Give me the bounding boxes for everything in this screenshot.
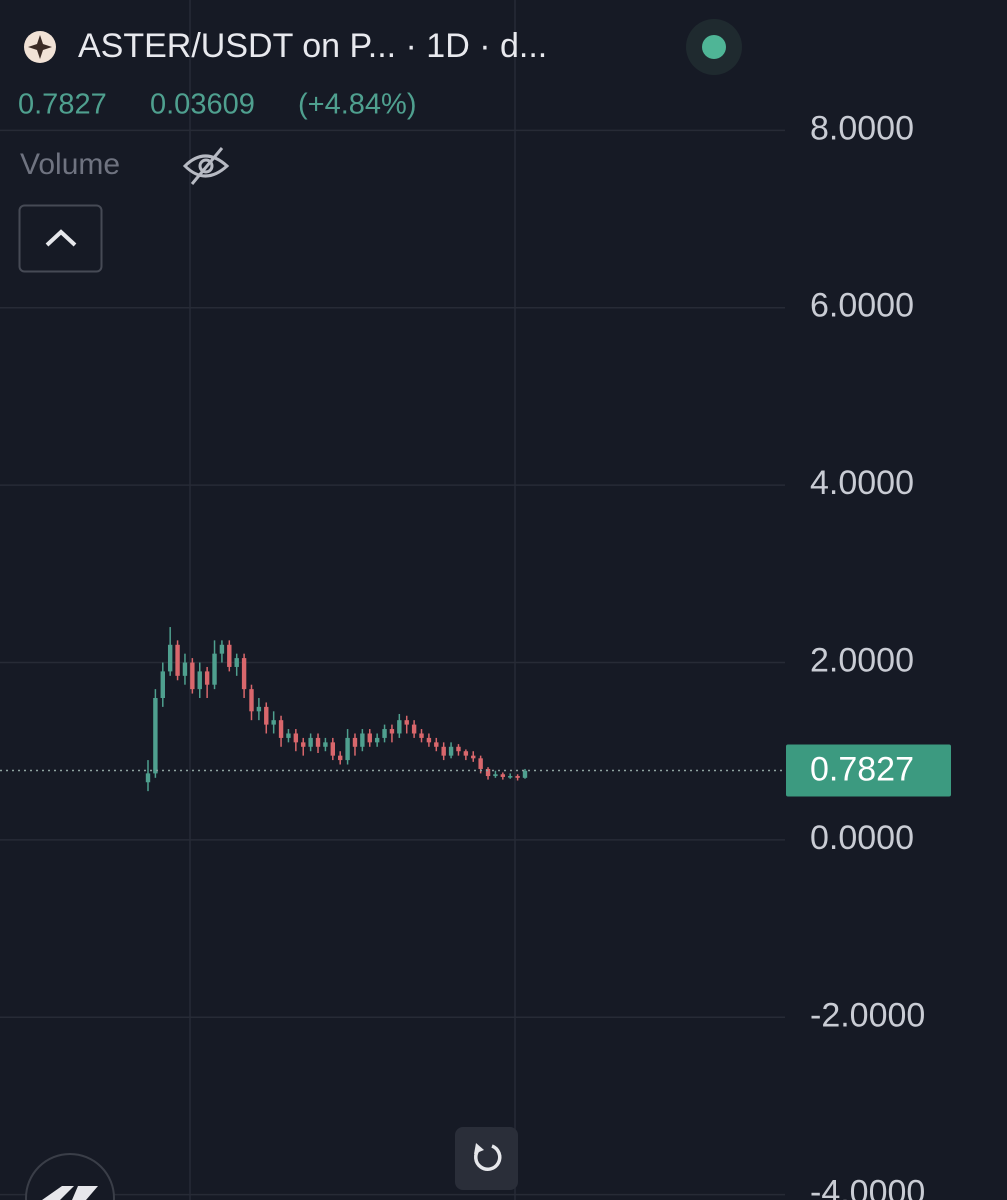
candle-body <box>204 671 210 685</box>
reset-icon <box>474 1144 502 1171</box>
y-tick-label: 8.0000 <box>810 109 914 147</box>
candle-body <box>219 644 225 654</box>
y-tick-label: 0.0000 <box>810 819 914 857</box>
volume-label: Volume <box>20 148 120 181</box>
eye-slash <box>190 147 224 185</box>
y-tick-label: -2.0000 <box>810 996 925 1034</box>
candle-body <box>175 644 180 676</box>
candle-body <box>249 689 254 712</box>
y-tick-label: 4.0000 <box>810 464 914 502</box>
candle-body <box>500 774 506 777</box>
candle-body <box>301 742 306 747</box>
y-tick-label: -4.0000 <box>810 1174 925 1200</box>
candle-body <box>160 671 165 699</box>
candle-body <box>345 737 350 761</box>
status-dot <box>702 35 726 59</box>
candle-body <box>404 720 409 725</box>
candle-body <box>508 776 513 778</box>
candle-body <box>456 746 461 752</box>
candle-body <box>448 746 454 756</box>
last-price-badge <box>786 744 951 797</box>
chevron-up <box>45 229 77 247</box>
candle-body <box>227 644 232 667</box>
candle-body <box>190 662 195 690</box>
candle-body <box>515 776 520 778</box>
header-change-pct: (+4.84%) <box>298 89 416 121</box>
candle-body <box>278 720 284 738</box>
candle-body <box>271 720 276 725</box>
candle-body <box>212 653 217 685</box>
candle-body <box>441 746 446 756</box>
candle-body <box>485 768 491 777</box>
candle-body <box>434 742 439 747</box>
hide-volume-icon[interactable] <box>182 147 230 185</box>
candle-body <box>264 706 269 725</box>
header-change: 0.03609 <box>150 89 255 121</box>
candle-body <box>234 658 239 667</box>
symbol-title[interactable]: ASTER/USDT on P... · 1D · d... <box>78 27 547 65</box>
candle-body <box>360 733 365 747</box>
candle-body <box>352 737 358 747</box>
candle-body <box>419 733 424 738</box>
candle-body <box>293 733 299 743</box>
symbol-icon-star <box>28 35 52 59</box>
plot <box>0 129 785 1196</box>
eye-pupil <box>198 158 214 174</box>
candle-body <box>397 720 402 734</box>
reset-arrow <box>474 1143 484 1154</box>
candle-body <box>411 724 417 734</box>
y-tick-label: 2.0000 <box>810 642 914 680</box>
candle-body <box>256 706 262 712</box>
last-price-label: 0.7827 <box>810 750 914 788</box>
candle-body <box>182 662 188 676</box>
candle-body <box>389 729 395 734</box>
candle-body <box>493 774 498 777</box>
candle-body <box>145 773 151 783</box>
candle-body <box>286 733 291 738</box>
candle-body <box>471 755 476 759</box>
collapse-button[interactable] <box>18 204 103 273</box>
candle-body <box>522 770 528 778</box>
candle-body <box>241 658 247 690</box>
candle-body <box>153 698 158 774</box>
header-price: 0.7827 <box>18 89 107 121</box>
candle-body <box>478 758 483 769</box>
reset-button[interactable] <box>455 1127 518 1190</box>
eye <box>182 154 230 178</box>
candle-body <box>426 737 432 743</box>
candle-body <box>337 755 343 761</box>
candle-body <box>315 737 321 747</box>
candle-body <box>323 742 328 747</box>
logo-mark <box>42 1186 98 1200</box>
candle-body <box>330 742 336 756</box>
candle-body <box>463 751 469 756</box>
candle-body <box>374 737 380 743</box>
candle-body <box>167 644 173 672</box>
grid <box>189 0 516 1200</box>
candle-body <box>382 729 387 738</box>
candle-body <box>367 733 372 743</box>
candle-body <box>308 737 313 747</box>
candle-body <box>197 671 202 690</box>
y-tick-label: 6.0000 <box>810 287 914 325</box>
